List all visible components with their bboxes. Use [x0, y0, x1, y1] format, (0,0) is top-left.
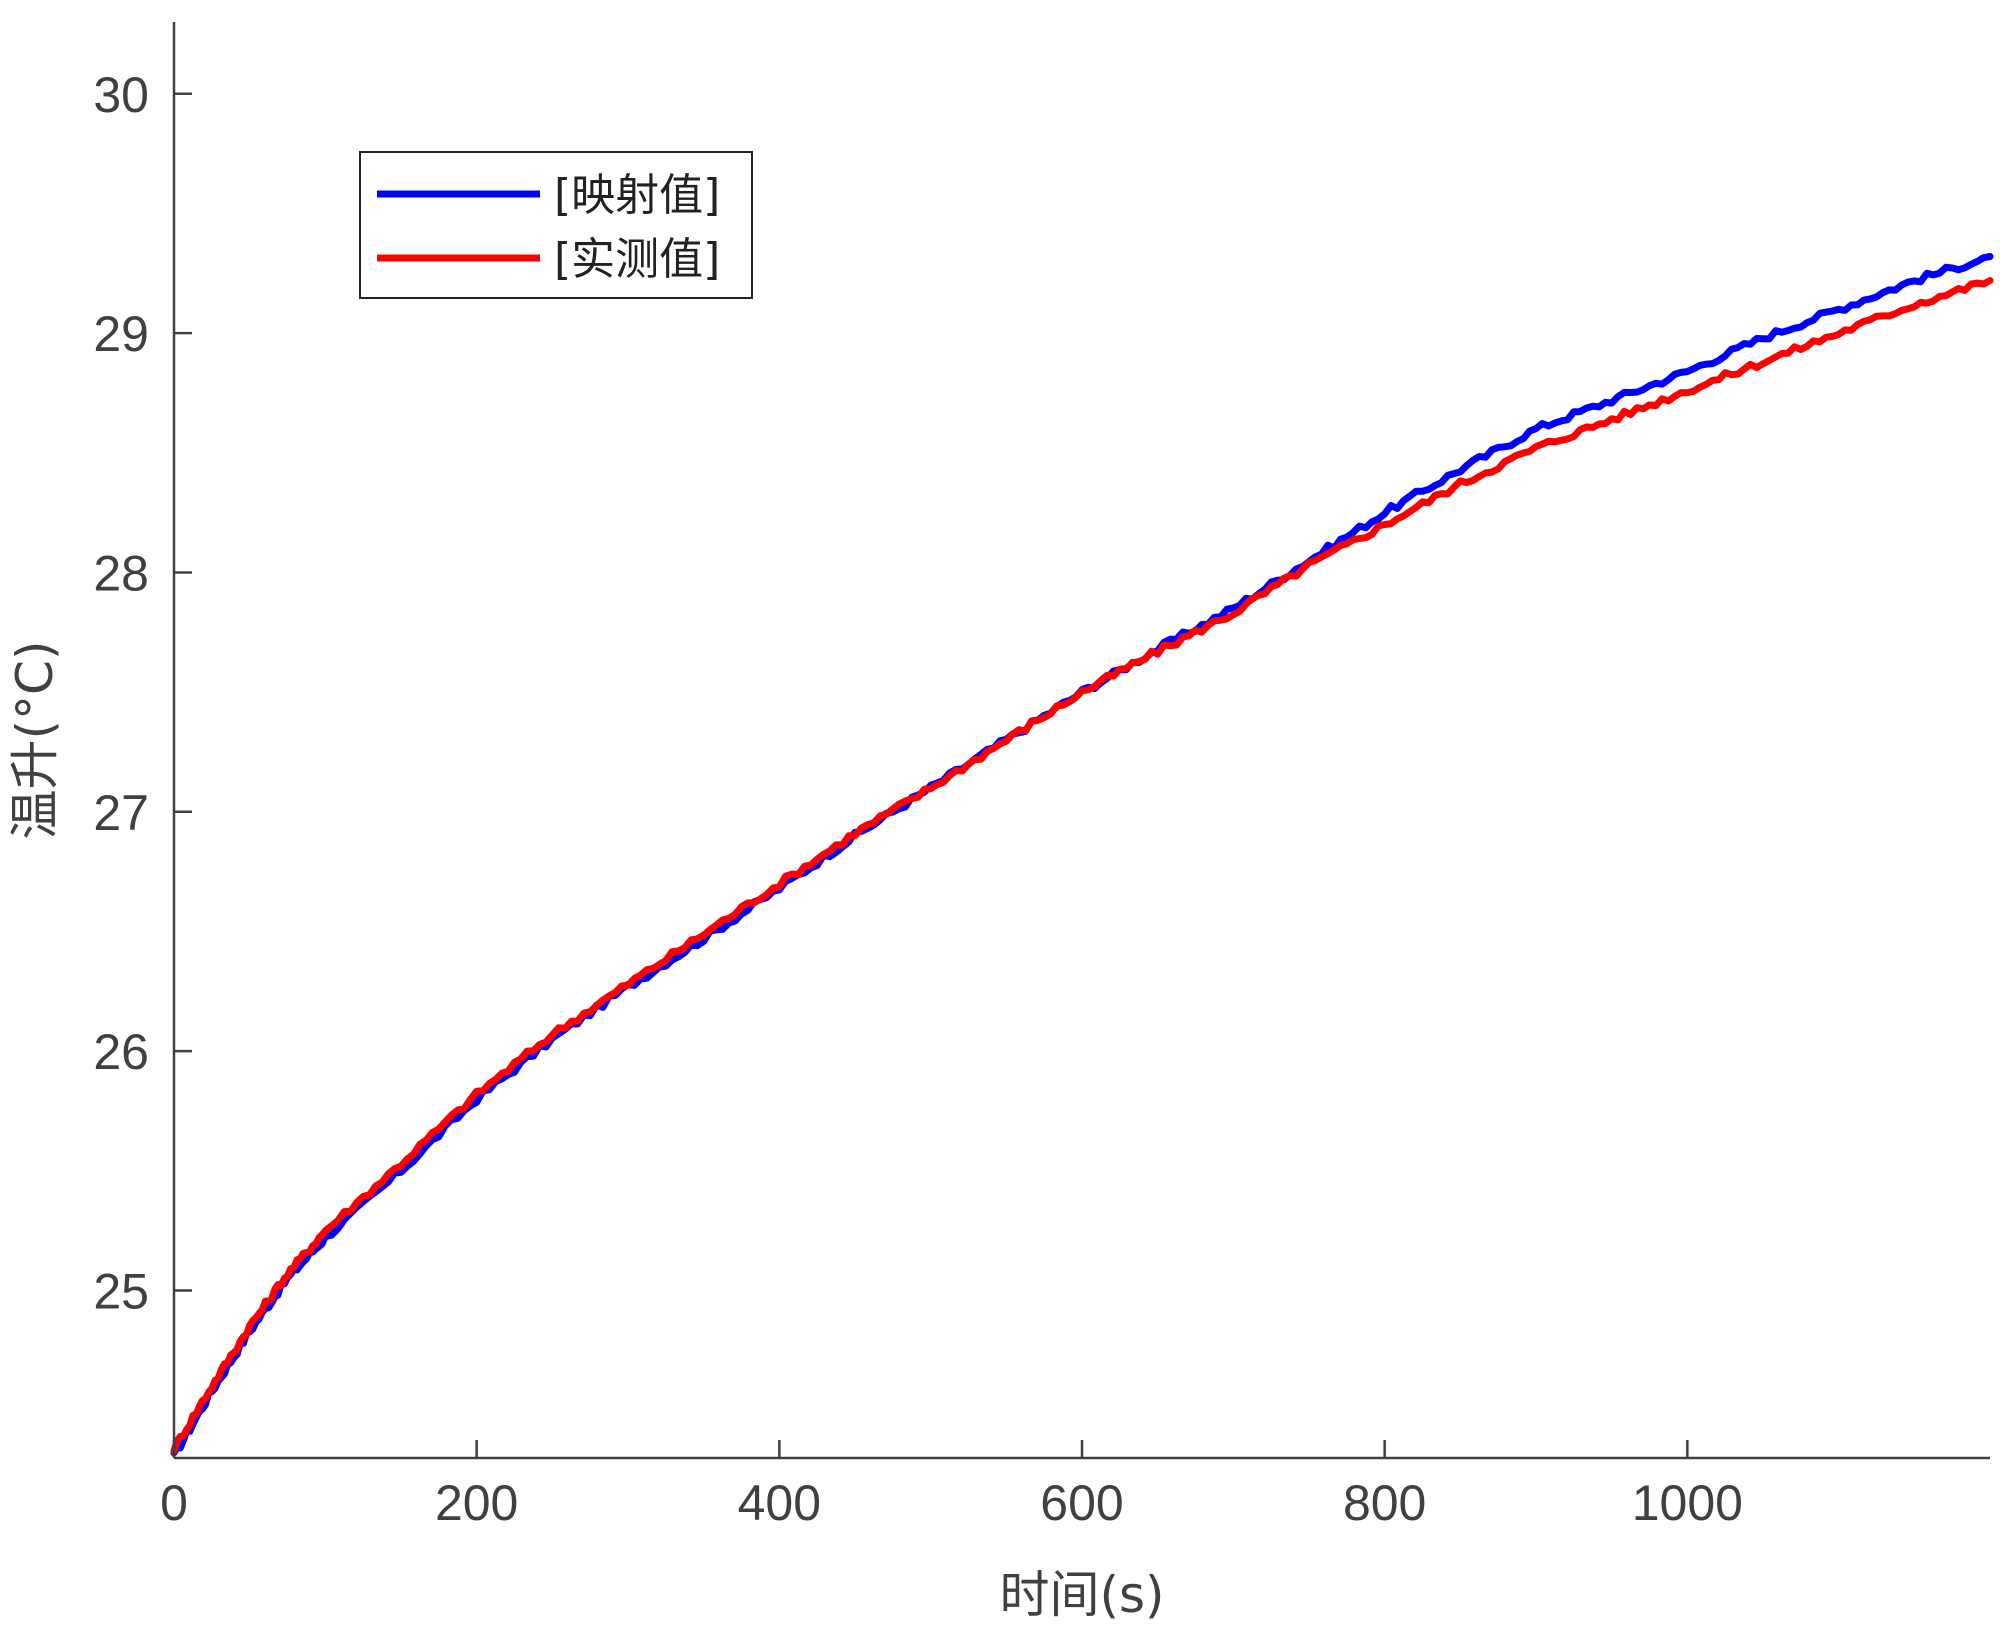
x-tick-label: 800	[1343, 1475, 1426, 1531]
series-line-mapped	[170, 253, 1994, 1457]
y-tick-label: 26	[93, 1024, 149, 1080]
legend: [映射值] [实测值]	[359, 151, 753, 299]
x-tick-label: 600	[1040, 1475, 1123, 1531]
legend-label-mapped: [映射值]	[554, 170, 720, 221]
y-tick-label: 30	[93, 67, 149, 123]
series-line-measured	[170, 277, 1994, 1455]
legend-label-measured: [实测值]	[554, 234, 720, 285]
axes: 0 200 400 600 800 1000 25 26 27 28 29 30	[93, 22, 1990, 1531]
y-tick-label: 28	[93, 545, 149, 601]
x-ticks: 0 200 400 600 800 1000	[160, 1440, 1743, 1531]
x-tick-label: 1000	[1632, 1475, 1743, 1531]
x-axis-title: 时间(s)	[999, 1566, 1164, 1624]
x-tick-label: 400	[738, 1475, 821, 1531]
y-tick-label: 27	[93, 785, 149, 841]
plot-area	[170, 253, 1994, 1457]
series-layer	[170, 253, 1994, 1457]
y-axis-title: 温升(°C)	[6, 641, 64, 840]
y-ticks: 25 26 27 28 29 30	[93, 67, 192, 1319]
legend-box	[359, 151, 753, 299]
x-tick-label: 200	[435, 1475, 518, 1531]
x-tick-label: 0	[160, 1475, 188, 1531]
y-tick-label: 29	[93, 306, 149, 362]
y-tick-label: 25	[93, 1263, 149, 1319]
